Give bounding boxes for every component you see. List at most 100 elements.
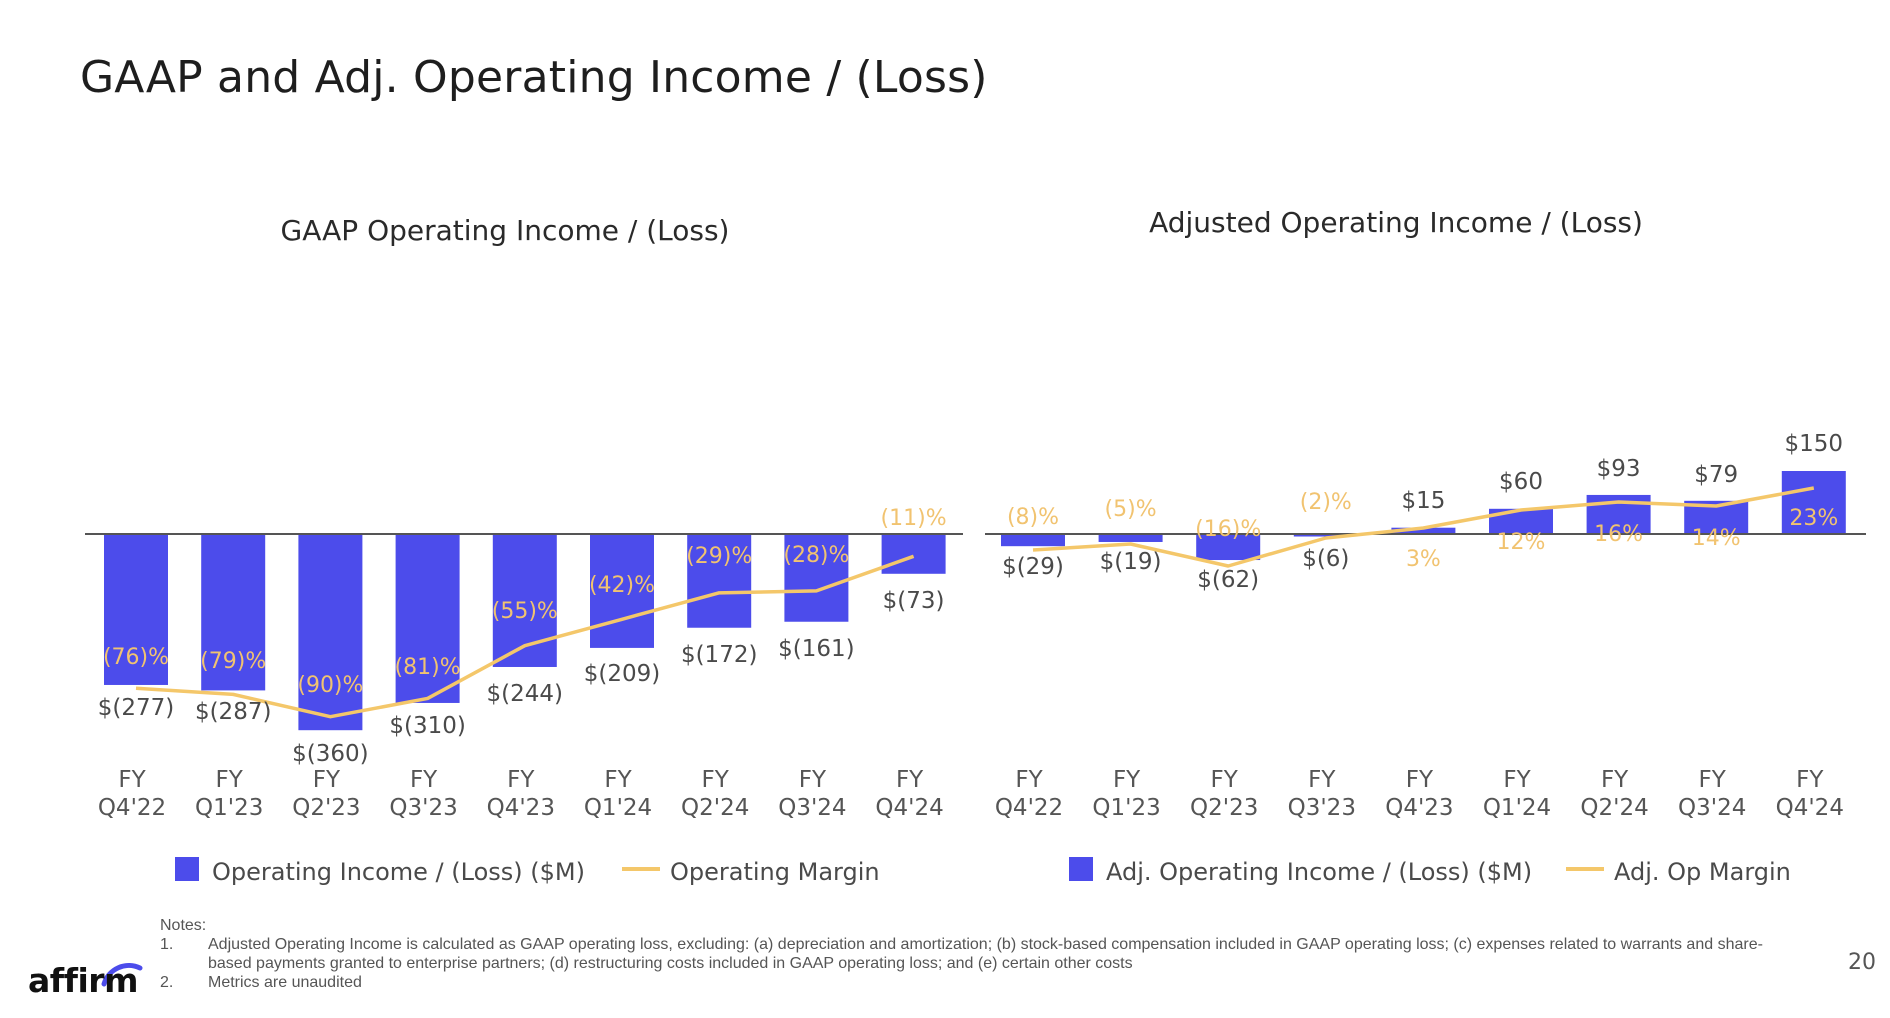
margin-pct-label: (76)%	[103, 645, 169, 670]
category-label-line1: FY	[604, 767, 632, 793]
category-label-line2: Q2'23	[1190, 795, 1258, 821]
category-label-line1: FY	[1406, 767, 1434, 793]
margin-pct-label: 3%	[1406, 547, 1441, 572]
bar-value-label: $(310)	[389, 713, 465, 739]
margin-pct-label: 23%	[1789, 506, 1838, 531]
bar-value-label: $(209)	[584, 661, 660, 687]
margin-pct-label: (16)%	[1195, 517, 1261, 542]
affirm-logo: affirm	[28, 944, 148, 1004]
category-label-line2: Q1'24	[1483, 795, 1551, 821]
note-text: Metrics are unaudited	[208, 974, 362, 991]
legend-line-label: Operating Margin	[670, 858, 880, 886]
legend-line-label: Adj. Op Margin	[1614, 858, 1791, 886]
chart-title: Adjusted Operating Income / (Loss)	[1149, 206, 1643, 239]
logo-text: affirm	[28, 961, 138, 1000]
category-label-line2: Q3'23	[389, 795, 457, 821]
margin-pct-label: (90)%	[297, 673, 363, 698]
category-label-line2: Q4'22	[995, 795, 1063, 821]
bar	[784, 534, 849, 622]
margin-pct-label: (81)%	[395, 655, 461, 680]
category-label-line1: FY	[1113, 767, 1141, 793]
margin-pct-label: 14%	[1692, 526, 1741, 551]
bar-value-label: $(6)	[1302, 546, 1349, 572]
category-label-line1: FY	[118, 767, 146, 793]
category-label-line2: Q4'22	[98, 795, 166, 821]
category-label-line1: FY	[216, 767, 244, 793]
category-label-line1: FY	[1015, 767, 1043, 793]
bar	[1001, 534, 1065, 547]
margin-pct-label: (8)%	[1007, 505, 1059, 530]
category-label-line2: Q3'23	[1288, 795, 1356, 821]
category-label-line1: FY	[410, 767, 438, 793]
category-label-line1: FY	[1601, 767, 1629, 793]
note-number: 1.	[160, 936, 174, 953]
category-label-line2: Q4'24	[875, 795, 943, 821]
margin-pct-label: (28)%	[783, 543, 849, 568]
category-label-line2: Q4'24	[1776, 795, 1844, 821]
note-item: 1. Adjusted Operating Income is calculat…	[160, 935, 1800, 973]
bar	[1098, 534, 1163, 542]
category-label-line1: FY	[1211, 767, 1239, 793]
category-label-line2: Q3'24	[1678, 795, 1746, 821]
legend-bar-label: Adj. Operating Income / (Loss) ($M)	[1106, 858, 1532, 886]
bar	[298, 534, 363, 731]
bar-value-label: $(244)	[487, 681, 563, 707]
legend-bar-label: Operating Income / (Loss) ($M)	[212, 858, 585, 886]
margin-pct-label: (79)%	[200, 649, 266, 674]
bar	[881, 534, 946, 574]
category-label-line2: Q2'23	[292, 795, 360, 821]
category-label-line2: Q1'23	[195, 795, 263, 821]
margin-pct-label: 16%	[1594, 522, 1643, 547]
margin-pct-label: (42)%	[589, 573, 655, 598]
bar	[201, 534, 266, 691]
category-label-line2: Q4'23	[487, 795, 555, 821]
notes: Notes: 1. Adjusted Operating Income is c…	[160, 916, 1800, 992]
bar-value-label: $79	[1694, 462, 1738, 488]
bar-value-label: $15	[1401, 488, 1445, 514]
category-label-line2: Q1'23	[1092, 795, 1160, 821]
note-text: Adjusted Operating Income is calculated …	[208, 936, 1763, 972]
bar-value-label: $(29)	[1002, 554, 1064, 580]
category-label-line2: Q2'24	[681, 795, 749, 821]
category-label-line1: FY	[507, 767, 535, 793]
bar-value-label: $(277)	[98, 695, 174, 721]
category-label-line1: FY	[799, 767, 827, 793]
category-label-line1: FY	[896, 767, 924, 793]
bar	[590, 534, 654, 648]
margin-pct-label: (29)%	[686, 544, 752, 569]
bar-value-label: $60	[1499, 469, 1543, 495]
category-label-line1: FY	[1796, 767, 1824, 793]
page-number: 20	[1848, 950, 1876, 975]
bar	[1781, 471, 1846, 534]
bar-value-label: $150	[1785, 431, 1844, 457]
margin-pct-label: (5)%	[1105, 497, 1157, 522]
legend-bar-swatch	[1069, 857, 1093, 881]
category-label-line1: FY	[1308, 767, 1336, 793]
legend-bar-swatch	[175, 857, 199, 881]
page-title: GAAP and Adj. Operating Income / (Loss)	[80, 52, 988, 103]
bar-value-label: $93	[1597, 456, 1641, 482]
bar-value-label: $(287)	[195, 699, 271, 725]
bar	[395, 534, 460, 703]
chart-title: GAAP Operating Income / (Loss)	[281, 214, 730, 247]
margin-pct-label: (11)%	[881, 506, 947, 531]
margin-pct-label: (2)%	[1300, 490, 1352, 515]
bar	[687, 534, 752, 628]
category-label-line1: FY	[702, 767, 730, 793]
note-item: 2. Metrics are unaudited	[160, 973, 1800, 992]
bar-value-label: $(62)	[1197, 567, 1259, 593]
category-label-line2: Q3'24	[778, 795, 846, 821]
bar-value-label: $(172)	[681, 642, 757, 668]
bar	[104, 534, 168, 685]
note-number: 2.	[160, 974, 174, 991]
bar	[1391, 527, 1456, 534]
bar-value-label: $(161)	[778, 636, 854, 662]
bar	[1293, 534, 1358, 537]
margin-line	[135, 554, 915, 719]
bar-value-label: $(360)	[292, 741, 368, 767]
category-label-line2: Q4'23	[1385, 795, 1453, 821]
margin-line	[1032, 486, 1815, 568]
logo-arc-icon	[101, 963, 143, 987]
notes-heading: Notes:	[160, 917, 207, 934]
category-label-line2: Q2'24	[1580, 795, 1648, 821]
